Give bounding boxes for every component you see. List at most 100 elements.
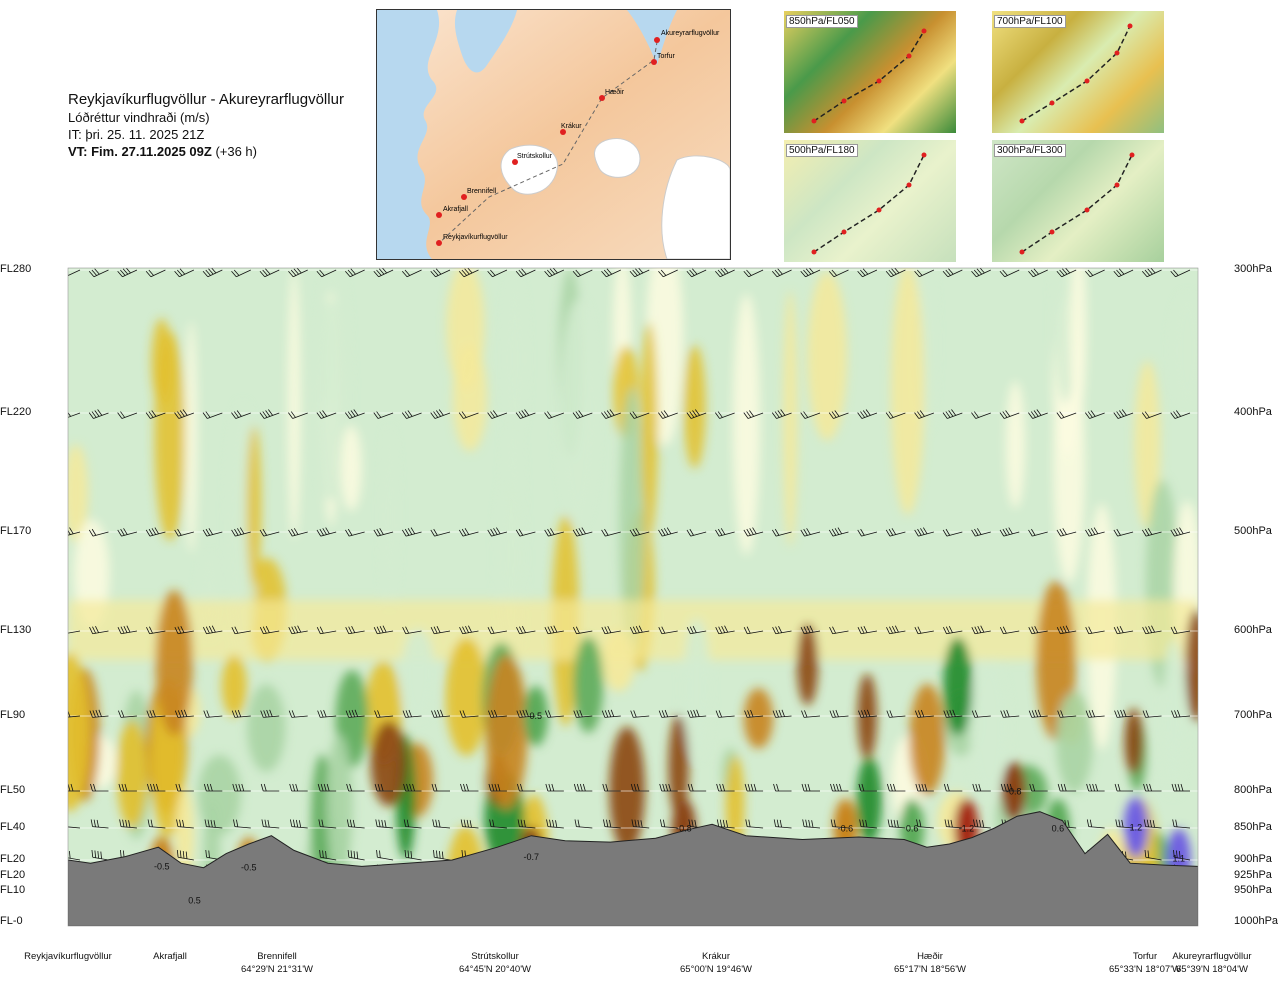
wind-barb (261, 819, 280, 829)
contour-label: -0.6 (838, 824, 854, 834)
wind-barb (68, 826, 81, 829)
wind-barb (658, 626, 678, 635)
wind-barb (118, 710, 137, 718)
wind-barb (401, 527, 422, 537)
wind-barb (433, 849, 451, 861)
wind-barb (916, 819, 934, 829)
left-axis-label: FL130 (0, 624, 32, 636)
location-name: Brennifell (257, 951, 297, 962)
wind-barb (858, 783, 877, 792)
thumb-700-label: 700hPa/FL100 (994, 15, 1066, 28)
contour-label: 1.1 (1173, 854, 1186, 864)
wind-barb (857, 528, 878, 537)
wind-barb (374, 783, 394, 792)
location-label: Krákur 65°00'N 19°46'W (680, 950, 752, 976)
wind-barb (459, 625, 479, 635)
wind-barb (460, 783, 479, 792)
wind-barb (1172, 819, 1191, 829)
wind-barb (973, 819, 991, 829)
field-cell (668, 714, 689, 818)
wind-barb (743, 269, 764, 278)
wind-barb (971, 268, 991, 278)
wind-barb (914, 410, 934, 419)
wind-barb (515, 528, 536, 537)
location-coord: 65°00'N 19°46'W (680, 964, 752, 975)
wind-barb (544, 625, 564, 635)
wind-barb (658, 527, 678, 537)
wind-barb (88, 409, 109, 419)
wind-barb (1115, 819, 1134, 829)
wind-barb (601, 268, 621, 278)
wind-barb (886, 625, 906, 635)
wind-barb (830, 819, 849, 829)
wind-barb (686, 409, 707, 419)
wind-barb (430, 268, 451, 278)
wind-barb (1141, 411, 1162, 419)
field-streak (312, 300, 350, 501)
field-cell (197, 755, 241, 836)
wind-barb (915, 783, 934, 792)
wind-barb (1114, 783, 1134, 792)
wind-barb (971, 710, 991, 718)
wind-barb (658, 269, 678, 278)
wind-barb (458, 411, 479, 419)
field-streak (68, 444, 89, 543)
field-cell (370, 721, 407, 807)
wind-barb (1028, 268, 1048, 278)
wind-barb (744, 709, 764, 718)
wind-barb (91, 849, 109, 861)
plot-frame (67, 267, 1199, 927)
field-cell (247, 684, 286, 772)
field-streak (783, 290, 798, 547)
left-axis-label: FL-0 (0, 915, 23, 927)
wind-barb (317, 709, 337, 718)
right-axis-label: 400hPa (1234, 406, 1272, 418)
field-cell (683, 618, 711, 759)
wind-barb (202, 268, 223, 278)
contour-label: -0.8 (1006, 787, 1022, 797)
wind-barb (288, 710, 308, 718)
wind-barb (601, 626, 621, 635)
field-cell (221, 655, 247, 717)
wind-barb (800, 625, 821, 635)
location-coord: 64°29'N 21°31'W (241, 964, 313, 975)
thumb-500[interactable]: 500hPa/FL180 (784, 140, 956, 262)
right-axis-label: 900hPa (1234, 853, 1272, 865)
wind-barb (772, 709, 792, 718)
thumb-300[interactable]: 300hPa/FL300 (992, 140, 1164, 262)
wind-barb (1085, 709, 1105, 718)
wind-barb (259, 626, 280, 635)
wind-barb (1141, 528, 1162, 537)
thumb-700[interactable]: 700hPa/FL100 (992, 11, 1164, 133)
field-cell (743, 688, 774, 749)
wind-barb (458, 268, 479, 278)
wind-barb (260, 709, 280, 718)
wind-barb (288, 268, 308, 278)
wind-barb (1056, 411, 1077, 419)
wind-barb (401, 410, 422, 419)
wind-barb (829, 626, 849, 635)
field-streak (640, 322, 658, 535)
wind-barb (972, 783, 991, 792)
wind-barb (801, 783, 820, 792)
wind-barb (886, 710, 906, 718)
route-map[interactable]: Akureyrarflugvöllur Torfur Hæðir Krákur … (376, 9, 731, 260)
wind-barb (914, 527, 934, 537)
wind-barb (345, 626, 365, 635)
field-cell (601, 630, 636, 692)
field-streak (151, 318, 172, 405)
wind-barb (942, 409, 963, 419)
wind-barb (572, 527, 593, 537)
field-streak (452, 344, 487, 452)
wind-barb (289, 819, 308, 829)
wind-barb (176, 849, 194, 861)
left-axis-label: FL170 (0, 525, 32, 537)
wind-barb (402, 709, 422, 718)
wind-barb (544, 268, 565, 278)
wind-barb (630, 783, 650, 792)
wind-barb (686, 268, 707, 278)
wind-barb (289, 783, 308, 792)
thumb-850[interactable]: 850hPa/FL050 (784, 11, 956, 133)
wind-barb (430, 409, 451, 419)
wind-barb (629, 268, 650, 278)
